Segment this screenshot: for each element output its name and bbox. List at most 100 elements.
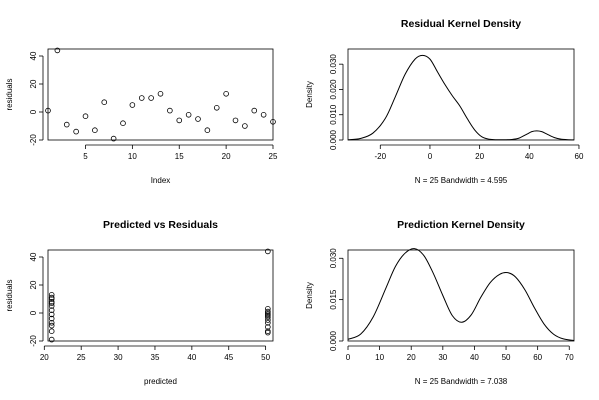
y-tick-label: -20 bbox=[29, 134, 38, 146]
y-tick-label: 0.030 bbox=[329, 54, 338, 75]
chart-title: Prediction Kernel Density bbox=[397, 219, 525, 231]
data-point bbox=[48, 311, 55, 318]
data-point bbox=[176, 117, 183, 124]
data-point bbox=[48, 315, 55, 322]
y-axis-label: Density bbox=[305, 81, 314, 108]
x-tick-label: 40 bbox=[187, 353, 196, 362]
x-tick-label: 25 bbox=[269, 152, 278, 161]
x-tick-label: 10 bbox=[128, 152, 137, 161]
data-point bbox=[45, 107, 51, 114]
data-point bbox=[204, 127, 211, 133]
chart-title: Predicted vs Residuals bbox=[103, 219, 218, 231]
x-tick-label: 70 bbox=[565, 353, 574, 362]
y-tick-label: 40 bbox=[29, 252, 38, 261]
data-point bbox=[48, 322, 55, 329]
y-axis: -20 0 20 40 bbox=[29, 252, 44, 347]
density-line bbox=[347, 54, 575, 141]
data-point bbox=[48, 328, 55, 335]
x-tick-label: 5 bbox=[83, 152, 88, 161]
x-tick-label: 10 bbox=[375, 353, 384, 362]
data-point bbox=[48, 303, 55, 309]
data-point bbox=[148, 95, 154, 101]
x-axis: 0 10 20 30 40 50 60 70 bbox=[346, 345, 574, 362]
x-tick-label: 60 bbox=[575, 152, 584, 161]
x-tick-label: 40 bbox=[525, 152, 534, 161]
data-point bbox=[232, 117, 239, 124]
data-point bbox=[251, 107, 258, 114]
data-point bbox=[73, 128, 79, 135]
data-point bbox=[157, 91, 164, 97]
data-point bbox=[265, 305, 271, 312]
data-point bbox=[63, 121, 70, 128]
data-point bbox=[82, 113, 89, 119]
x-tick-label: 0 bbox=[428, 152, 433, 161]
y-tick-label: 20 bbox=[29, 79, 38, 88]
x-tick-label: 50 bbox=[261, 353, 270, 362]
data-point bbox=[48, 294, 55, 301]
y-tick-label: 40 bbox=[29, 51, 38, 60]
x-tick-label: -20 bbox=[375, 152, 387, 161]
x-axis-label: N = 25 Bandwidth = 4.595 bbox=[415, 176, 508, 185]
x-axis: 5 10 15 20 25 bbox=[83, 144, 278, 161]
data-point bbox=[48, 336, 55, 343]
data-point bbox=[48, 291, 55, 298]
x-tick-label: 50 bbox=[502, 353, 511, 362]
x-tick-label: 20 bbox=[407, 353, 416, 362]
x-tick-label: 60 bbox=[533, 353, 542, 362]
x-axis-label: predicted bbox=[144, 377, 177, 386]
y-tick-label: -20 bbox=[29, 335, 38, 347]
data-point bbox=[223, 91, 229, 97]
y-axis: -20 0 20 40 bbox=[29, 51, 44, 146]
data-point bbox=[265, 314, 271, 321]
x-tick-label: 0 bbox=[346, 353, 351, 362]
data-point bbox=[48, 319, 55, 326]
data-point bbox=[138, 95, 145, 101]
data-point bbox=[48, 307, 55, 314]
data-point bbox=[260, 112, 267, 118]
plot-frame bbox=[347, 48, 575, 141]
x-axis-label: N = 25 Bandwidth = 7.038 bbox=[415, 377, 508, 386]
data-point bbox=[129, 102, 136, 108]
x-axis-label: Index bbox=[151, 176, 171, 185]
x-tick-label: 15 bbox=[175, 152, 184, 161]
x-tick-label: 40 bbox=[470, 353, 479, 362]
data-points bbox=[45, 47, 276, 142]
x-tick-label: 35 bbox=[151, 353, 160, 362]
plot-frame bbox=[347, 249, 575, 342]
data-point bbox=[92, 127, 98, 133]
x-axis: -20 0 20 40 60 bbox=[375, 144, 584, 161]
density-line bbox=[347, 248, 575, 341]
data-point bbox=[120, 120, 126, 126]
data-point bbox=[185, 112, 192, 118]
x-tick-label: 30 bbox=[114, 353, 123, 362]
data-point bbox=[195, 116, 201, 122]
chart-title: Residual Kernel Density bbox=[401, 18, 521, 30]
data-point bbox=[265, 324, 271, 330]
x-tick-label: 20 bbox=[475, 152, 484, 161]
plot-frame bbox=[47, 249, 274, 342]
y-tick-label: 0.000 bbox=[329, 330, 338, 351]
y-tick-label: 0.010 bbox=[329, 104, 338, 125]
data-point bbox=[48, 298, 55, 305]
x-tick-label: 30 bbox=[438, 353, 447, 362]
y-axis-label: residuals bbox=[5, 78, 14, 110]
x-axis: 20 25 30 35 40 45 50 bbox=[40, 345, 271, 362]
data-point bbox=[265, 310, 271, 316]
y-tick-label: 0.000 bbox=[329, 129, 338, 150]
data-point bbox=[167, 107, 173, 114]
x-tick-label: 20 bbox=[40, 353, 49, 362]
y-tick-label: 0 bbox=[29, 310, 38, 315]
y-tick-label: 20 bbox=[29, 280, 38, 289]
residual-density-chart: Residual Kernel Density -20 0 20 40 60 0.000 0.… bbox=[305, 18, 584, 185]
predicted-vs-residuals-chart: Predicted vs Residuals 20 25 30 35 40 45 50 -20 0… bbox=[5, 219, 274, 386]
y-axis: 0.000 0.015 0.030 bbox=[329, 248, 344, 351]
data-points bbox=[48, 248, 271, 343]
data-point bbox=[54, 47, 61, 54]
residuals-index-chart: 5 10 15 20 25 -20 0 20 40 Index residuals bbox=[5, 47, 278, 185]
x-tick-label: 25 bbox=[77, 353, 86, 362]
y-tick-label: 0.030 bbox=[329, 248, 338, 269]
y-tick-label: 0 bbox=[29, 109, 38, 114]
data-point bbox=[213, 105, 220, 111]
plot-frame bbox=[47, 48, 274, 141]
